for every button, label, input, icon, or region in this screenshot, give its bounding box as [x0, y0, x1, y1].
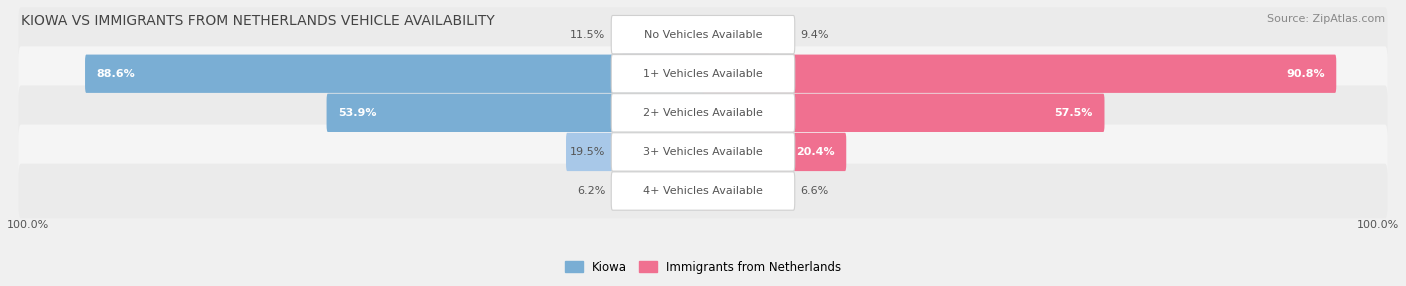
FancyBboxPatch shape	[702, 133, 846, 171]
Text: Source: ZipAtlas.com: Source: ZipAtlas.com	[1267, 14, 1385, 24]
FancyBboxPatch shape	[612, 94, 794, 132]
Text: 100.0%: 100.0%	[7, 220, 49, 230]
FancyBboxPatch shape	[84, 55, 704, 93]
Text: 11.5%: 11.5%	[571, 30, 606, 40]
Text: 6.6%: 6.6%	[800, 186, 828, 196]
FancyBboxPatch shape	[18, 125, 1388, 179]
Text: 4+ Vehicles Available: 4+ Vehicles Available	[643, 186, 763, 196]
FancyBboxPatch shape	[612, 15, 794, 54]
FancyBboxPatch shape	[567, 133, 704, 171]
Legend: Kiowa, Immigrants from Netherlands: Kiowa, Immigrants from Netherlands	[565, 261, 841, 274]
Text: 19.5%: 19.5%	[571, 147, 606, 157]
FancyBboxPatch shape	[702, 94, 1105, 132]
FancyBboxPatch shape	[18, 164, 1388, 219]
Text: 20.4%: 20.4%	[796, 147, 835, 157]
Text: No Vehicles Available: No Vehicles Available	[644, 30, 762, 40]
FancyBboxPatch shape	[702, 55, 1336, 93]
FancyBboxPatch shape	[18, 86, 1388, 140]
Text: 9.4%: 9.4%	[800, 30, 830, 40]
FancyBboxPatch shape	[18, 7, 1388, 62]
Text: 53.9%: 53.9%	[339, 108, 377, 118]
Text: 90.8%: 90.8%	[1286, 69, 1324, 79]
Text: 1+ Vehicles Available: 1+ Vehicles Available	[643, 69, 763, 79]
Text: 2+ Vehicles Available: 2+ Vehicles Available	[643, 108, 763, 118]
FancyBboxPatch shape	[612, 133, 794, 171]
Text: KIOWA VS IMMIGRANTS FROM NETHERLANDS VEHICLE AVAILABILITY: KIOWA VS IMMIGRANTS FROM NETHERLANDS VEH…	[21, 14, 495, 28]
Text: 57.5%: 57.5%	[1054, 108, 1092, 118]
FancyBboxPatch shape	[702, 15, 769, 54]
FancyBboxPatch shape	[621, 15, 704, 54]
FancyBboxPatch shape	[658, 172, 704, 210]
Text: 88.6%: 88.6%	[97, 69, 135, 79]
Text: 6.2%: 6.2%	[578, 186, 606, 196]
FancyBboxPatch shape	[612, 172, 794, 210]
FancyBboxPatch shape	[326, 94, 704, 132]
FancyBboxPatch shape	[18, 46, 1388, 101]
FancyBboxPatch shape	[702, 172, 751, 210]
FancyBboxPatch shape	[612, 55, 794, 93]
Text: 100.0%: 100.0%	[1357, 220, 1399, 230]
Text: 3+ Vehicles Available: 3+ Vehicles Available	[643, 147, 763, 157]
